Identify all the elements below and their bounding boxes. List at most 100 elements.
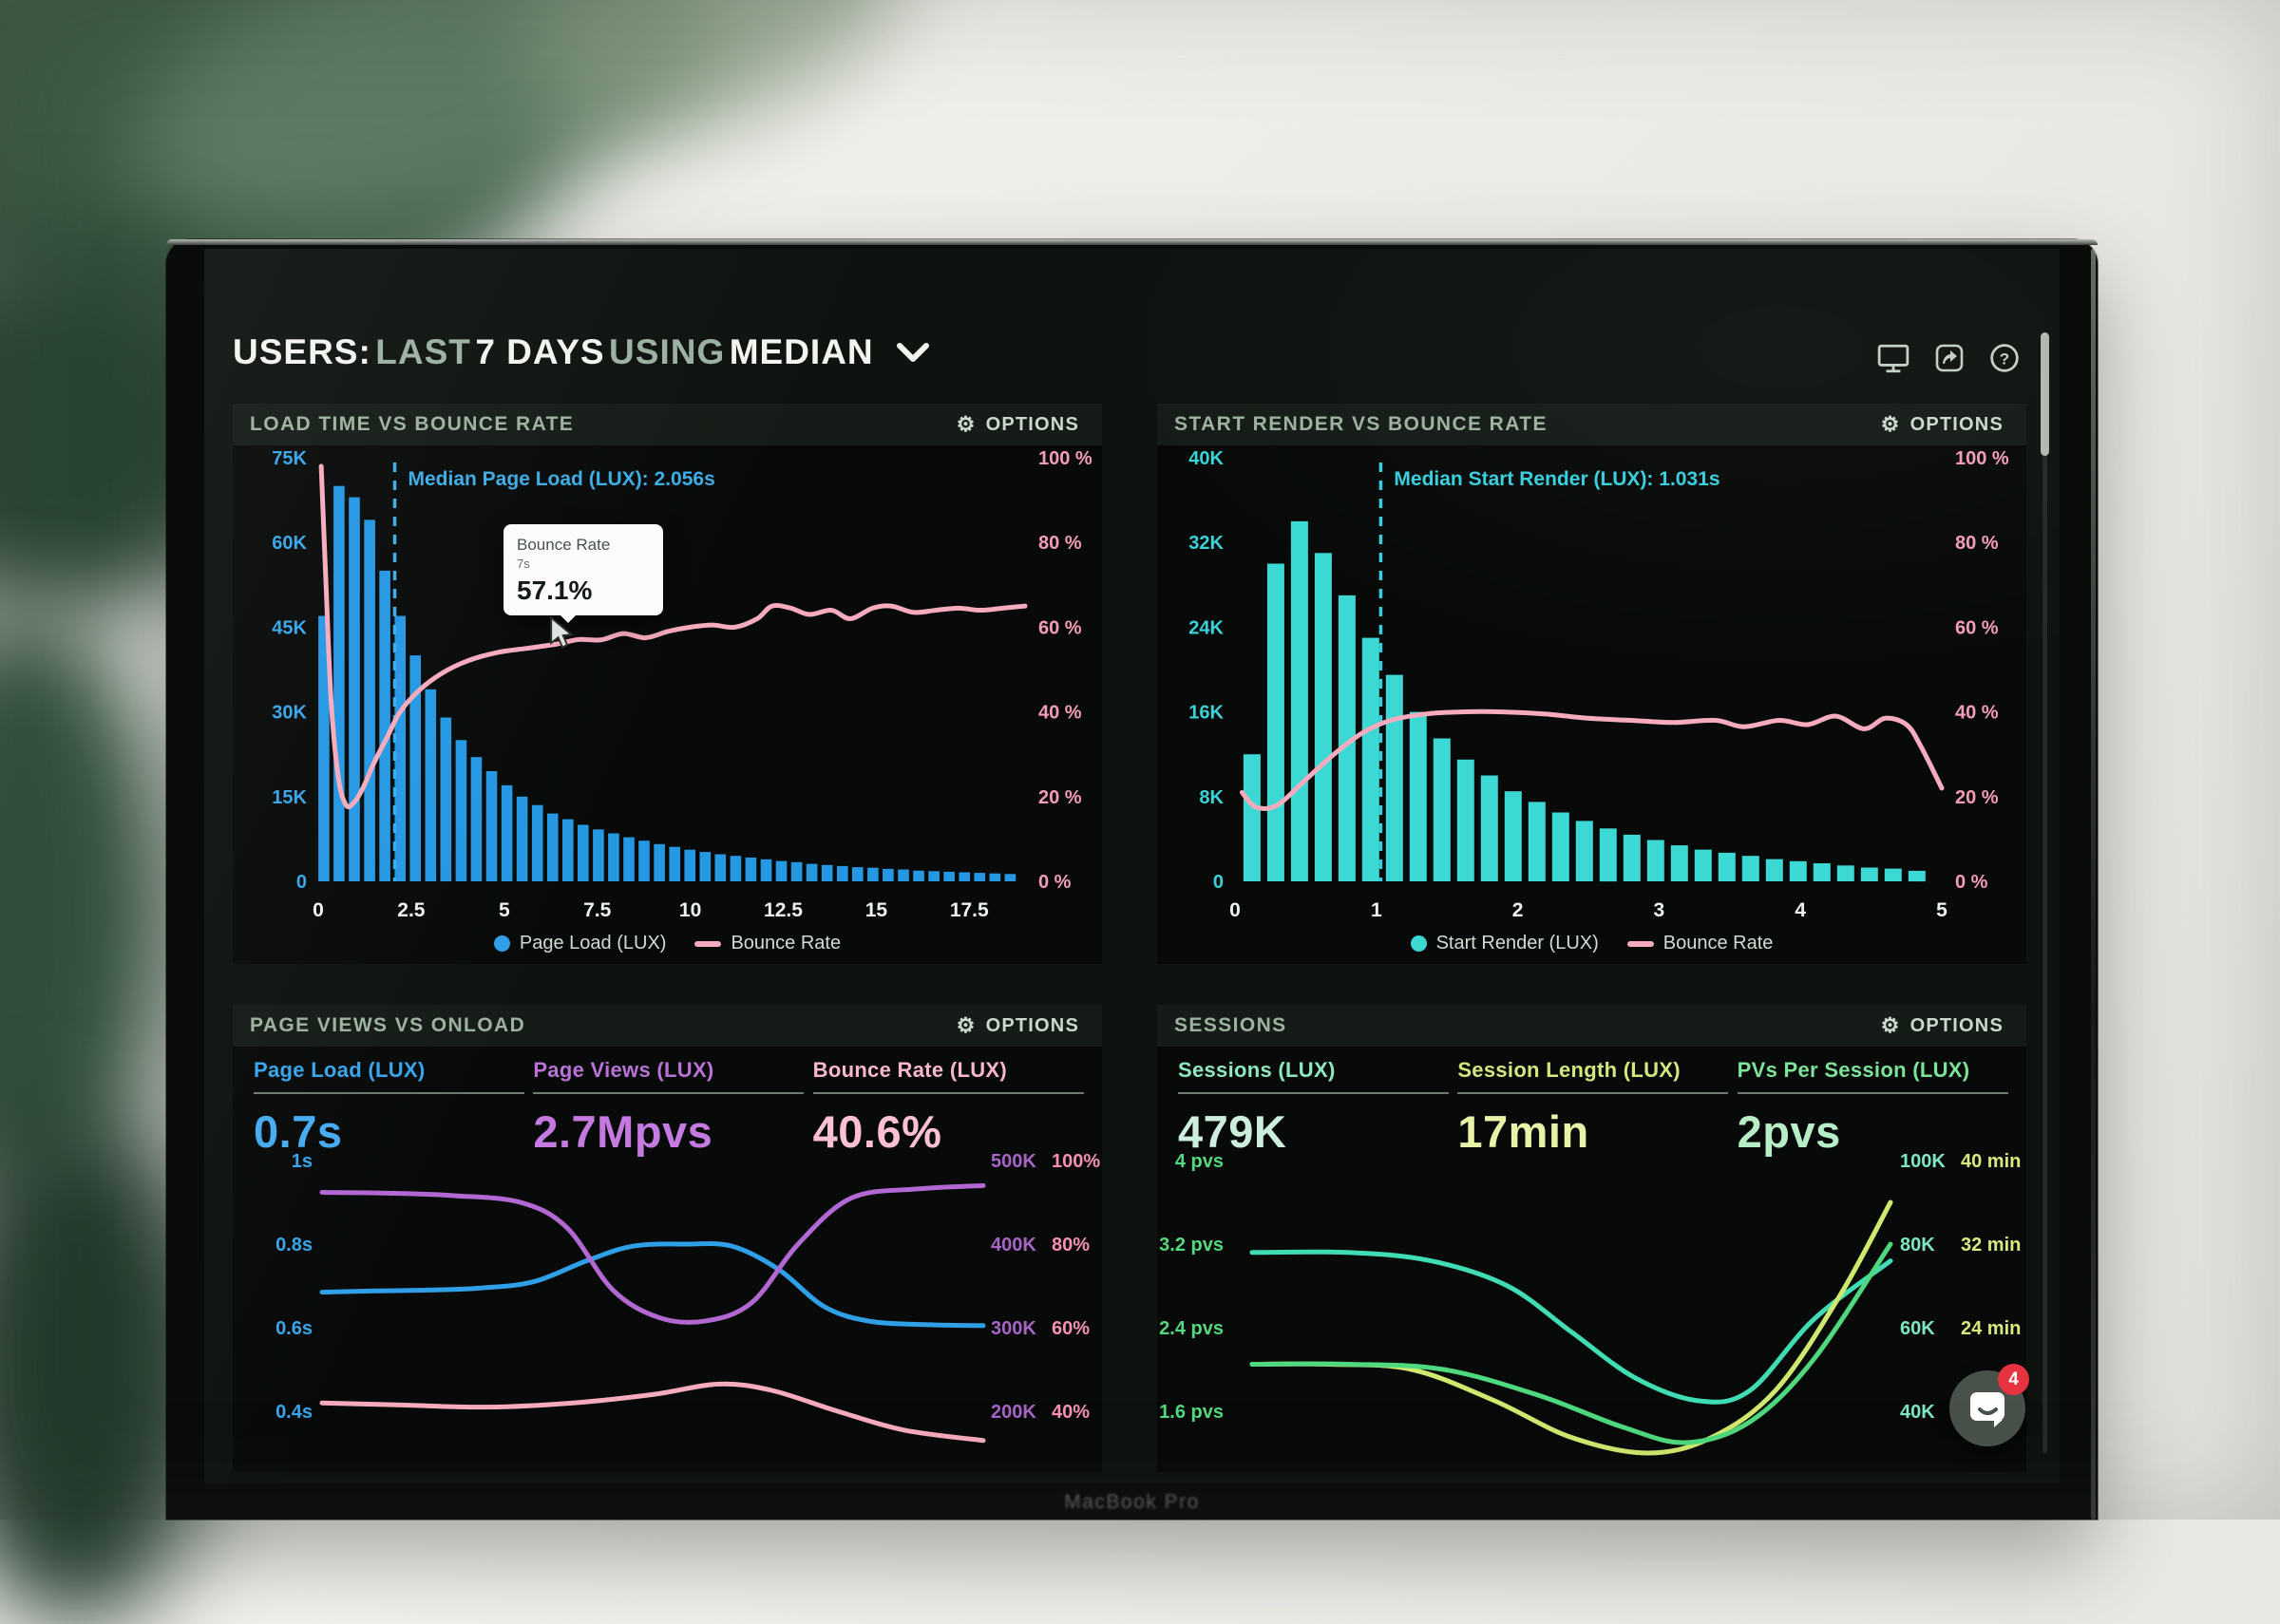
legend-swatch-page-load bbox=[493, 935, 510, 952]
chart-start-render-vs-bounce-rate[interactable]: 40K 32K 24K 16K 8K 0 100 % 80 % 60 % 40 % 20 % 0 % 0… bbox=[1157, 404, 2026, 964]
chart-page-views-vs-onload[interactable]: 1s 0.8s 0.6s 0.4s 500K 400K 300K 200K 100% 80% 60%… bbox=[233, 1005, 1102, 1472]
axis-tick-label: 15 bbox=[865, 899, 888, 921]
axis-tick-label: 2.4 pvs bbox=[1159, 1318, 1224, 1339]
line-series bbox=[1249, 1241, 1893, 1445]
axis-tick-label: 10 bbox=[679, 899, 701, 921]
axis-tick-label: 2.5 bbox=[397, 899, 426, 921]
svg-text:?: ? bbox=[2000, 349, 2009, 368]
metric-label: Page Load (LUX) bbox=[254, 1058, 426, 1082]
histogram-bar bbox=[699, 852, 712, 881]
options-button[interactable]: ⚙ OPTIONS bbox=[951, 413, 1085, 437]
line-series bbox=[1249, 1249, 1893, 1405]
histogram-bar bbox=[623, 837, 635, 881]
panel-title: SESSIONS bbox=[1174, 1014, 1287, 1036]
chat-unread-badge: 4 bbox=[1998, 1364, 2029, 1395]
panel-load-time-vs-bounce-rate: LOAD TIME VS BOUNCE RATE ⚙ OPTIONS 75K 60… bbox=[233, 404, 1102, 964]
options-button[interactable]: ⚙ OPTIONS bbox=[1875, 413, 2009, 437]
options-label: OPTIONS bbox=[1910, 1014, 2004, 1036]
histogram-bar bbox=[1004, 874, 1016, 881]
axis-tick-label: 0 bbox=[313, 899, 324, 921]
histogram-bar bbox=[349, 497, 360, 881]
histogram-bar bbox=[1385, 674, 1403, 881]
gear-icon: ⚙ bbox=[956, 412, 977, 436]
metric-divider bbox=[812, 1092, 1084, 1094]
histogram-bar bbox=[730, 856, 742, 881]
axis-tick-label: 40 min bbox=[1961, 1151, 2021, 1172]
line-series bbox=[319, 1381, 986, 1444]
axis-tick-label: 80 % bbox=[1038, 533, 1082, 554]
chevron-down-icon[interactable] bbox=[896, 342, 929, 368]
metric-divider bbox=[1178, 1092, 1449, 1094]
metric-divider bbox=[254, 1092, 524, 1094]
title-segment: MEDIAN bbox=[729, 332, 874, 371]
histogram-bar bbox=[1599, 828, 1617, 882]
axis-tick-label: 40% bbox=[1052, 1402, 1090, 1423]
panel-header: START RENDER VS BOUNCE RATE ⚙ OPTIONS bbox=[1157, 404, 2026, 445]
axis-tick-label: 17.5 bbox=[950, 899, 989, 921]
mouse-cursor bbox=[548, 615, 577, 653]
histogram-bar bbox=[1361, 637, 1379, 881]
axis-tick-label: 20 % bbox=[1955, 787, 1999, 808]
chat-launcher[interactable]: 4 bbox=[1949, 1364, 2029, 1446]
histogram-bar bbox=[608, 833, 619, 881]
histogram-bar bbox=[1765, 859, 1783, 881]
legend-swatch-start-render bbox=[1410, 935, 1427, 952]
chart-canvas: 4 pvs 3.2 pvs 2.4 pvs 1.6 pvs 100K 80K 60K 40K 4… bbox=[1159, 1151, 2021, 1456]
panel-header: LOAD TIME VS BOUNCE RATE ⚙ OPTIONS bbox=[233, 404, 1102, 445]
options-button[interactable]: ⚙ OPTIONS bbox=[1875, 1014, 2009, 1038]
legend-label: Bounce Rate bbox=[731, 933, 842, 954]
metrics-row: Page Load (LUX) 0.7s Page Views (LUX) 2.… bbox=[254, 1058, 1092, 1158]
axis-tick-label: 60K bbox=[272, 533, 307, 554]
scrollbar-track[interactable] bbox=[2042, 332, 2047, 1453]
histogram-bar bbox=[318, 615, 330, 881]
histogram-bar bbox=[578, 824, 589, 881]
histogram-bar bbox=[1504, 791, 1522, 881]
dashboard-screen: USERS: LAST 7 DAYS USING MEDIAN ? LOAD T… bbox=[204, 249, 2060, 1483]
legend-item: Bounce Rate bbox=[1626, 933, 1773, 954]
legend-item: Bounce Rate bbox=[694, 933, 841, 954]
histogram-bar bbox=[837, 865, 848, 881]
metric-divider bbox=[1457, 1092, 1729, 1094]
share-icon[interactable] bbox=[1934, 342, 1965, 374]
line-series bbox=[319, 1182, 986, 1325]
tooltip-series: Bounce Rate bbox=[517, 536, 611, 554]
gear-icon: ⚙ bbox=[956, 1013, 977, 1037]
title-segment: 7 DAYS bbox=[475, 332, 605, 371]
page-title-text: USERS: LAST 7 DAYS USING MEDIAN bbox=[233, 332, 874, 372]
histogram-bar bbox=[440, 717, 452, 881]
histogram-bar bbox=[394, 615, 406, 881]
options-label: OPTIONS bbox=[985, 413, 1079, 435]
histogram-bar bbox=[1266, 563, 1284, 881]
tooltip-value: 57.1% bbox=[517, 576, 593, 605]
metric-value: 2pvs bbox=[1737, 1106, 1841, 1157]
axis-tick-label: 3 bbox=[1654, 899, 1665, 921]
histogram-bar bbox=[745, 858, 757, 881]
axis-tick-label: 1.6 pvs bbox=[1159, 1402, 1224, 1423]
chart-sessions[interactable]: 4 pvs 3.2 pvs 2.4 pvs 1.6 pvs 100K 80K 60K 40K 4… bbox=[1157, 1005, 2026, 1472]
metric-page-load: Page Load (LUX) 0.7s bbox=[254, 1058, 533, 1158]
histogram-bar bbox=[516, 796, 528, 881]
scrollbar-thumb[interactable] bbox=[2041, 332, 2049, 456]
panel-header: PAGE VIEWS VS ONLOAD ⚙ OPTIONS bbox=[233, 1005, 1102, 1047]
metric-value: 17min bbox=[1457, 1106, 1589, 1157]
axis-tick-label: 5 bbox=[1936, 899, 1948, 921]
chart-load-time-vs-bounce-rate[interactable]: 75K 60K 45K 30K 15K 0 100 % 80 % 60 % 40 % 20 % 0 %… bbox=[233, 404, 1102, 964]
legend-item: Page Load (LUX) bbox=[493, 933, 666, 954]
axis-tick-label: 32K bbox=[1188, 533, 1224, 554]
title-segment: USERS: bbox=[233, 332, 371, 371]
chart-canvas: 40K 32K 24K 16K 8K 0 100 % 80 % 60 % 40 % 20 % 0 % 0… bbox=[1188, 448, 2009, 921]
metric-label: Page Views (LUX) bbox=[533, 1058, 714, 1082]
axis-tick-label: 20 % bbox=[1038, 787, 1082, 808]
options-button[interactable]: ⚙ OPTIONS bbox=[951, 1014, 1085, 1038]
panel-sessions: SESSIONS ⚙ OPTIONS Sessions (LUX) 479K S… bbox=[1157, 1005, 2026, 1472]
axis-tick-label: 60K bbox=[1900, 1318, 1935, 1339]
axis-tick-label: 60 % bbox=[1038, 617, 1082, 638]
histogram-bar bbox=[959, 872, 970, 881]
panel-page-views-vs-onload: PAGE VIEWS VS ONLOAD ⚙ OPTIONS Page Load… bbox=[233, 1005, 1102, 1472]
metric-value: 479K bbox=[1178, 1106, 1287, 1157]
histogram-bar bbox=[1338, 595, 1356, 881]
legend-swatch-bounce-rate bbox=[1626, 940, 1654, 947]
display-icon[interactable] bbox=[1877, 343, 1910, 373]
help-icon[interactable]: ? bbox=[1989, 343, 2020, 373]
panel-header: SESSIONS ⚙ OPTIONS bbox=[1157, 1005, 2026, 1047]
